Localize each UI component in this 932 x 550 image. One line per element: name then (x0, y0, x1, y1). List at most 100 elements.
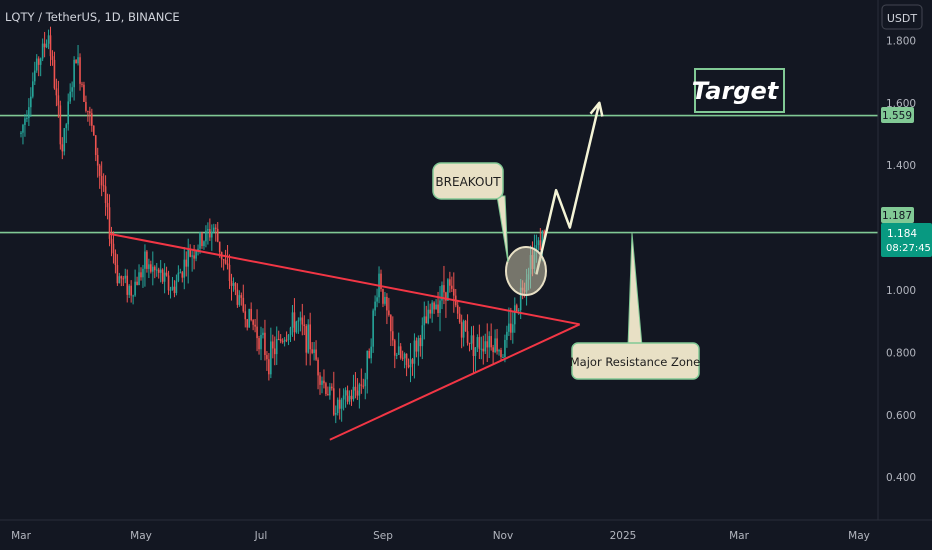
projection-arrowhead (589, 101, 604, 117)
candle-body (161, 269, 164, 282)
candle-body (317, 359, 319, 376)
resistance-callout[interactable]: Major Resistance Zone (570, 232, 701, 380)
candle-body (392, 331, 394, 341)
time-tick-label: May (130, 530, 152, 542)
candle-body (108, 207, 111, 239)
candle-body (214, 227, 217, 229)
candle-body (431, 302, 433, 314)
candle-body (104, 186, 107, 203)
candle-body (77, 57, 79, 64)
candle-body (356, 390, 359, 396)
candle-body (209, 229, 211, 238)
candle-body (535, 245, 538, 251)
candle-body (268, 359, 270, 375)
candle-body (49, 35, 52, 57)
currency-button[interactable] (881, 4, 923, 30)
triangle-lower-line[interactable] (329, 323, 581, 441)
triangle-pattern[interactable] (109, 232, 581, 441)
candle-body (488, 336, 490, 348)
candle-body (472, 335, 475, 357)
candle-body (441, 285, 443, 301)
price-tick-label: 1.400 (886, 160, 916, 172)
candle-body (510, 323, 512, 333)
candle-body (388, 310, 390, 316)
candle-body (492, 347, 494, 353)
time-tick-label: Sep (373, 530, 393, 542)
candle-body (541, 230, 544, 250)
time-axis[interactable]: Mar May Jul Sep Nov 2025 Mar May (0, 519, 932, 542)
candle-body (92, 125, 95, 136)
candle-body (480, 348, 483, 350)
candle-body (273, 348, 276, 355)
price-tick-label: 0.800 (886, 347, 916, 359)
candle-body (478, 337, 481, 349)
candle-body (183, 259, 186, 278)
candle-body (346, 390, 349, 402)
candle-body (132, 295, 134, 297)
candle-body (275, 338, 278, 355)
horizontal-levels[interactable] (0, 114, 878, 234)
breakout-callout[interactable]: BREAKOUT (432, 162, 509, 263)
candle-body (504, 339, 506, 358)
candle-body (289, 327, 292, 335)
candle-body (352, 386, 355, 400)
candle-body (419, 338, 422, 347)
candle-body (254, 324, 256, 327)
candle-body (165, 272, 168, 276)
projection-line[interactable] (535, 102, 601, 275)
triangle-upper-line[interactable] (109, 232, 580, 326)
candle-body (122, 278, 125, 280)
candle-body (297, 320, 300, 322)
candle-body (250, 308, 252, 321)
price-tick-label: 0.600 (886, 410, 916, 422)
candle-body (354, 386, 357, 391)
candle-body (490, 336, 492, 348)
target-callout[interactable]: Target (692, 68, 785, 113)
current-price-tag: 1.184 08:27:45 (881, 223, 932, 257)
current-price: 1.184 (887, 228, 917, 240)
candle-body (395, 354, 398, 356)
candle-body (240, 295, 243, 298)
candle-body (179, 272, 182, 274)
candle-body (71, 87, 73, 92)
projection-arrow[interactable] (535, 101, 604, 275)
time-tick-label: 2025 (610, 530, 637, 542)
candle-body (460, 322, 463, 338)
candle-body (138, 272, 140, 285)
candle-body (106, 202, 109, 208)
time-tick-label: Jul (254, 530, 268, 542)
candle-body (96, 155, 99, 166)
breakout-circle[interactable] (505, 246, 547, 296)
candle-body (53, 59, 56, 89)
candle-body (332, 388, 335, 415)
candle-body (185, 259, 188, 267)
candle-body (411, 359, 414, 364)
candle-body (35, 58, 38, 71)
candle-body (340, 399, 343, 409)
time-tick-label: Nov (493, 530, 514, 542)
candle-body (91, 113, 93, 126)
candle-body (234, 283, 237, 290)
candle-body (266, 355, 268, 360)
candle-body (512, 324, 514, 333)
candle-body (39, 58, 42, 65)
candle-body (466, 331, 469, 343)
svg-text:1.559: 1.559 (882, 110, 912, 122)
candle-body (456, 305, 459, 314)
candle-body (382, 289, 384, 304)
candle-body (372, 310, 374, 347)
candle-body (362, 385, 365, 387)
candle-body (47, 35, 50, 44)
candle-body (116, 265, 119, 284)
candle-body (295, 321, 298, 333)
candle-body (228, 264, 231, 281)
candle-body (260, 334, 262, 350)
candle-body (429, 309, 431, 314)
candle-body (281, 341, 284, 343)
symbol-info: LQTY / TetherUS, 1D, BINANCE (5, 10, 180, 24)
candle-body (226, 263, 229, 265)
candle-body (211, 231, 213, 238)
price-axis[interactable]: 1.800 1.600 1.400 1.000 0.800 0.600 0.400 USDT (877, 0, 923, 520)
candle-body (403, 353, 406, 359)
